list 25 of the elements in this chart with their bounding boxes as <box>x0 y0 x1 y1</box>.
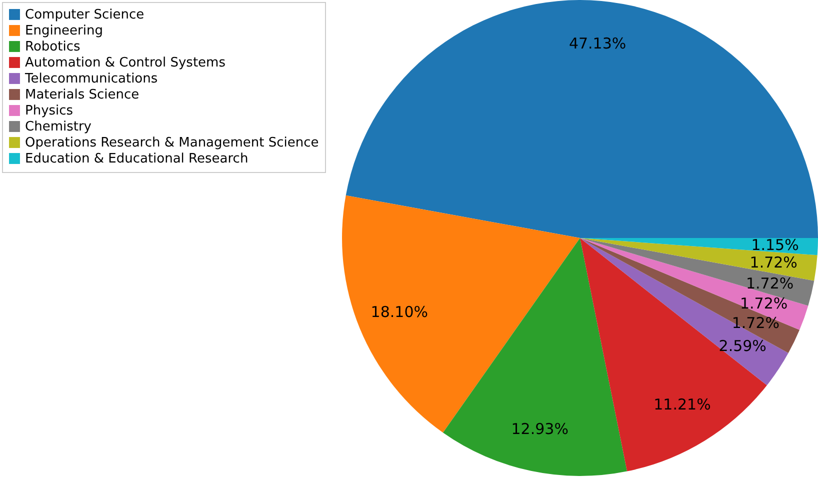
data-label: 18.10% <box>370 302 428 321</box>
legend-label: Physics <box>25 104 74 118</box>
legend-label: Operations Research & Management Science <box>25 136 319 150</box>
data-label: 47.13% <box>568 34 626 53</box>
pie-slice <box>580 238 808 330</box>
pie-slice <box>580 238 800 354</box>
legend-label: Chemistry <box>25 120 92 134</box>
data-label: 1.15% <box>751 236 799 254</box>
pie-slice <box>346 0 818 238</box>
pie-slice <box>442 238 628 476</box>
data-label: 2.59% <box>718 336 766 355</box>
data-label: 1.72% <box>732 314 780 332</box>
data-label: 1.72% <box>750 254 798 272</box>
legend-label: Telecommunications <box>24 72 158 86</box>
legend-label: Robotics <box>25 40 80 54</box>
data-label: 12.93% <box>511 420 568 438</box>
data-label: 1.72% <box>746 274 794 292</box>
legend-label: Automation & Control Systems <box>25 56 226 70</box>
legend-label: Computer Science <box>25 8 144 22</box>
data-label: 11.21% <box>654 395 711 414</box>
legend-label: Education & Educational Research <box>25 152 248 166</box>
legend-label: Engineering <box>25 24 103 38</box>
pie-slice <box>342 195 580 433</box>
data-label: 1.72% <box>740 294 788 313</box>
legend-label: Materials Science <box>25 88 140 102</box>
